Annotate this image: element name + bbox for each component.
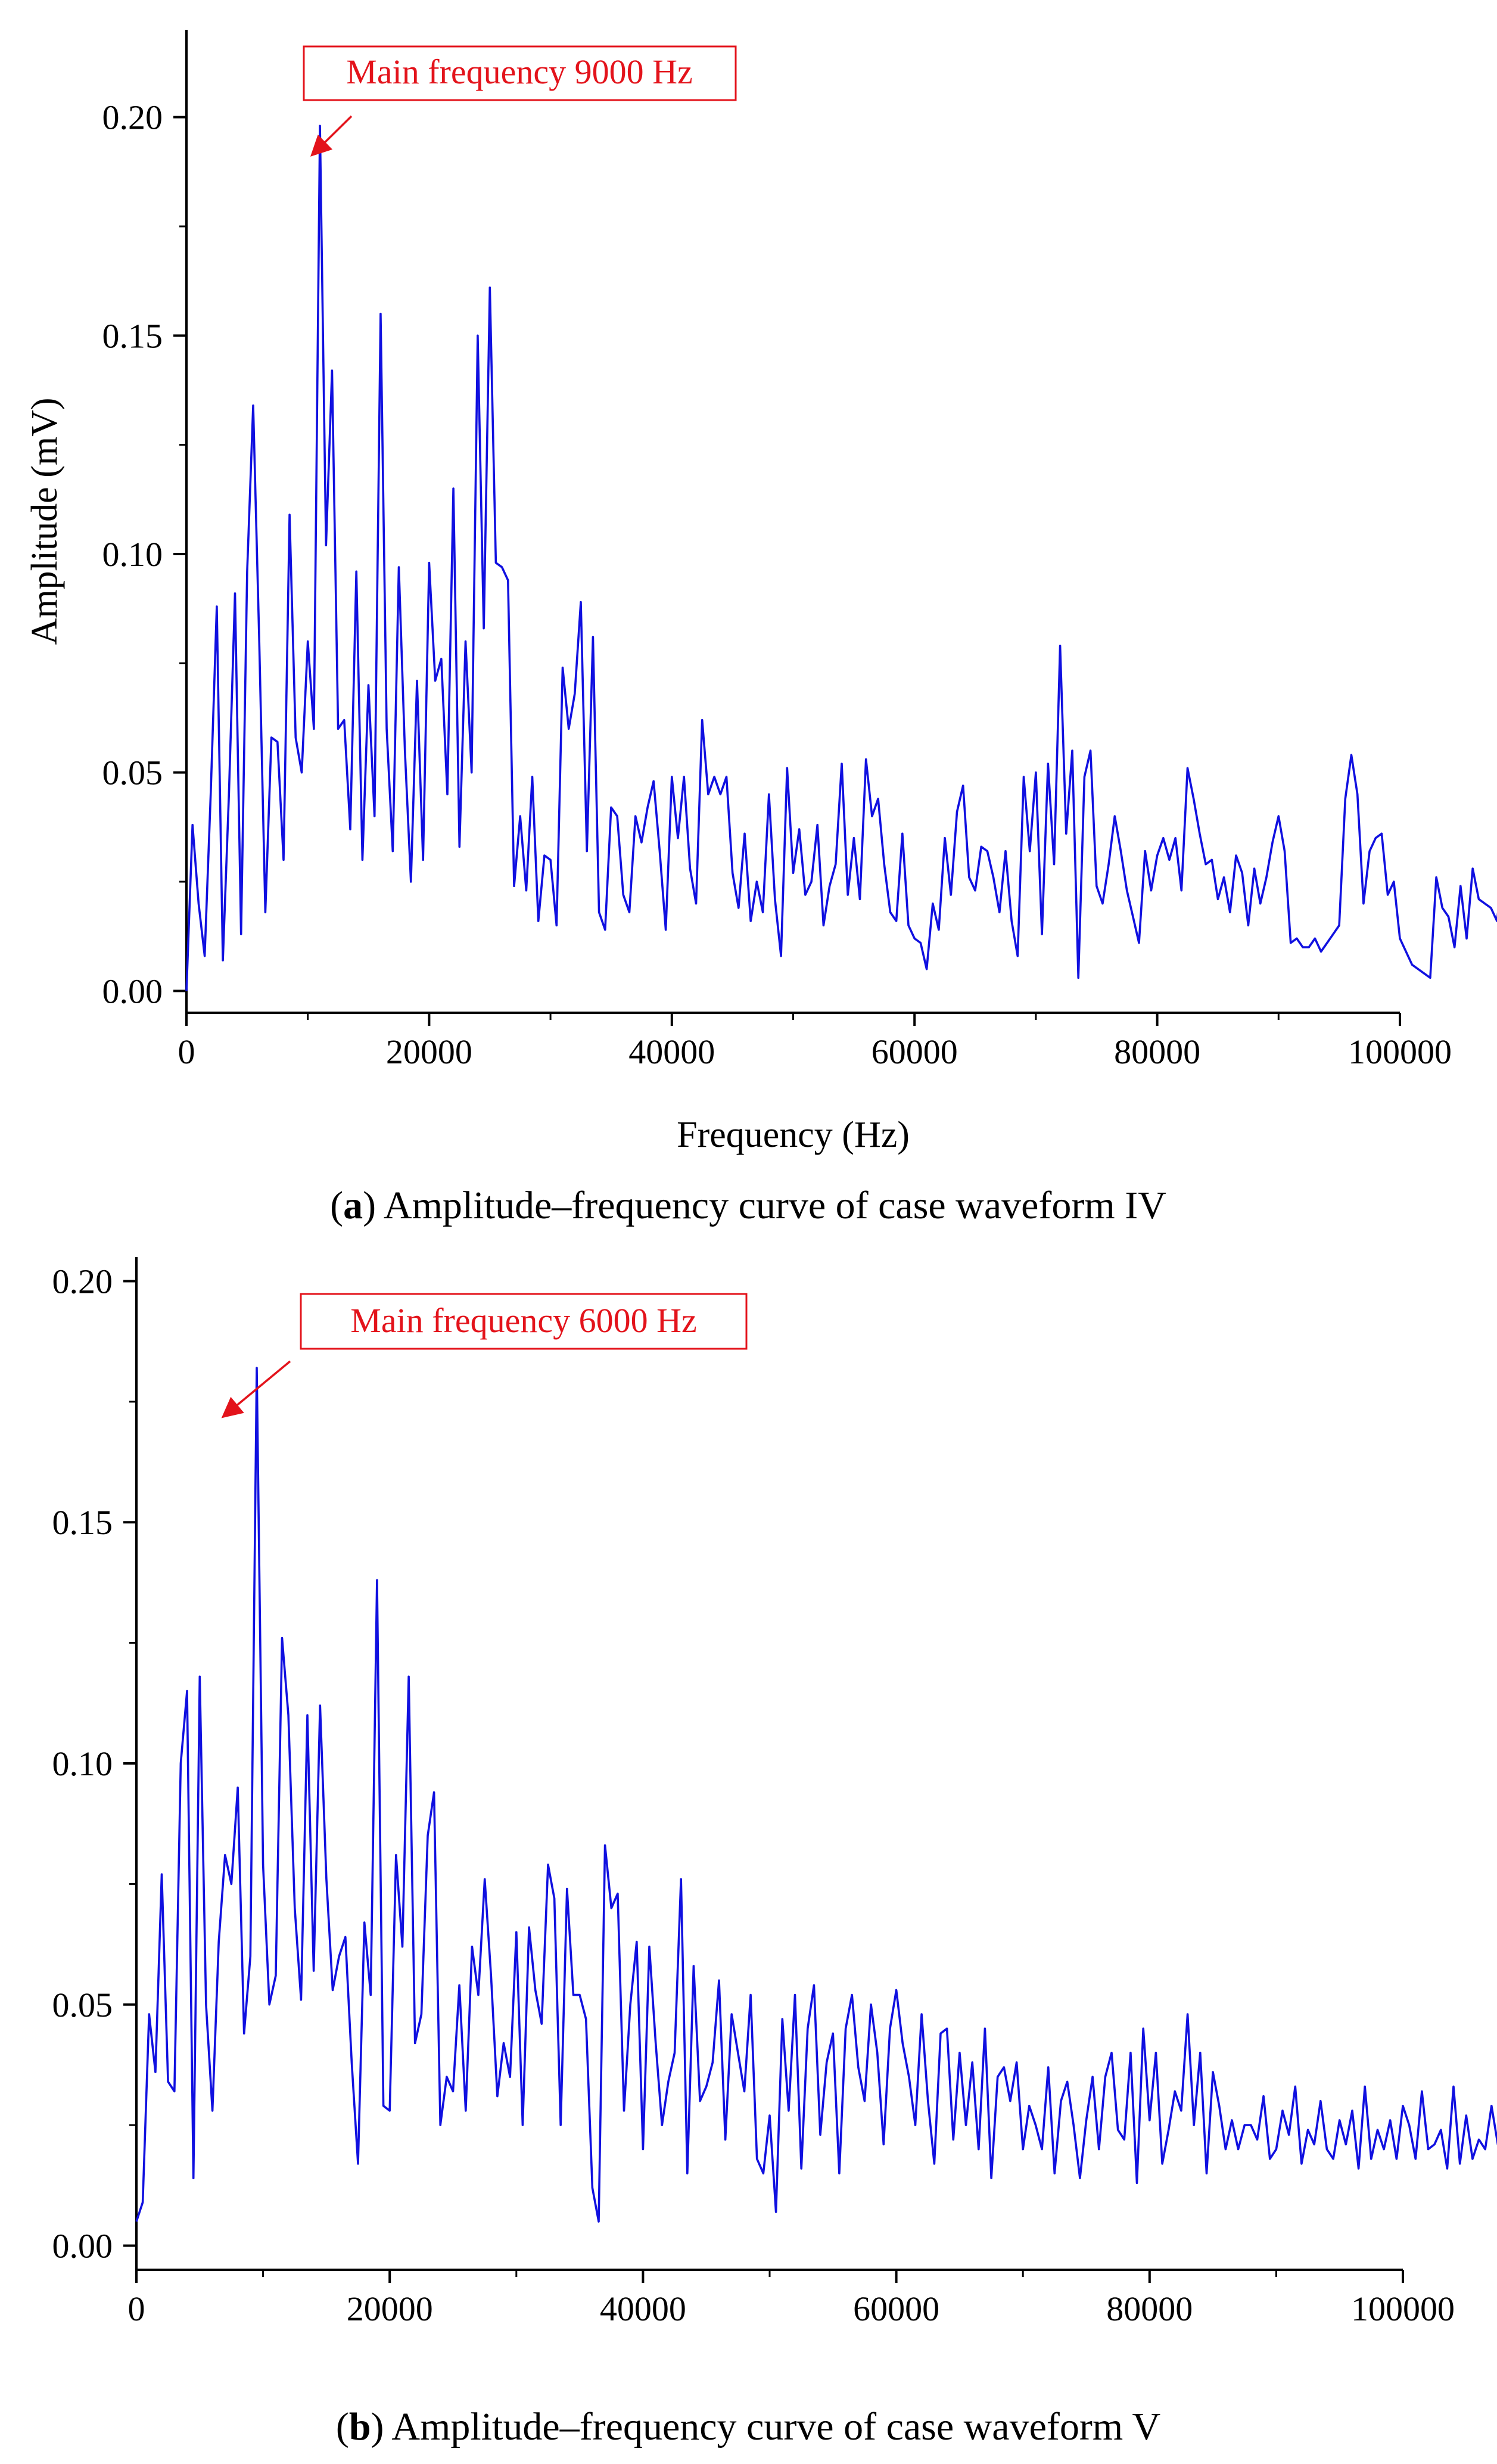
y-tick-label: 0.10 bbox=[52, 1744, 113, 1783]
x-axis-title: Frequency (Hz) bbox=[677, 1115, 910, 1155]
x-tick-label: 20000 bbox=[386, 1032, 472, 1071]
x-tick-label: 60000 bbox=[853, 2289, 939, 2328]
y-tick-label: 0.05 bbox=[102, 754, 163, 792]
panel-a: 0 20000 40000 60000 80000 100000 0.00 0.05 0.10 0… bbox=[24, 30, 1497, 1227]
annotation-text: Main frequency 9000 Hz bbox=[346, 52, 692, 91]
y-tick-label: 0.15 bbox=[52, 1503, 113, 1542]
x-tick-label: 100000 bbox=[1351, 2289, 1455, 2328]
y-tick-label: 0.05 bbox=[52, 1986, 113, 2024]
x-tick-label: 0 bbox=[178, 1032, 195, 1071]
series-line bbox=[135, 1367, 1497, 2223]
x-tick-label: 60000 bbox=[872, 1032, 958, 1071]
y-tick-label: 0.20 bbox=[102, 98, 163, 137]
y-tick-label: 0.00 bbox=[102, 972, 163, 1010]
y-tick-label: 0.00 bbox=[52, 2227, 113, 2266]
x-tick-label: 80000 bbox=[1106, 2289, 1193, 2328]
figure-caption: (a) Amplitude–frequency curve of case wa… bbox=[330, 1184, 1166, 1227]
panel-b: 0 20000 40000 60000 80000 100000 0.00 0.05 0.10 0… bbox=[52, 1257, 1497, 2449]
figure-caption: (b) Amplitude–frequency curve of case wa… bbox=[336, 2405, 1160, 2449]
annotation-arrow bbox=[310, 115, 353, 157]
series-line bbox=[185, 125, 1497, 991]
x-tick-label: 80000 bbox=[1114, 1032, 1200, 1071]
x-tick-label: 40000 bbox=[628, 1032, 715, 1071]
annotation-arrow bbox=[221, 1360, 291, 1418]
x-tick-label: 100000 bbox=[1348, 1032, 1452, 1071]
x-tick-label: 40000 bbox=[600, 2289, 686, 2328]
x-tick-label: 0 bbox=[128, 2289, 145, 2328]
x-tick-label: 20000 bbox=[347, 2289, 433, 2328]
annotation-box bbox=[303, 45, 737, 101]
y-axis-title: Amplitude (mV) bbox=[24, 398, 65, 645]
y-tick-label: 0.20 bbox=[52, 1262, 113, 1301]
annotation-box bbox=[300, 1293, 748, 1350]
annotation-text: Main frequency 6000 Hz bbox=[350, 1301, 696, 1340]
y-tick-label: 0.15 bbox=[102, 316, 163, 355]
y-tick-label: 0.10 bbox=[102, 535, 163, 574]
